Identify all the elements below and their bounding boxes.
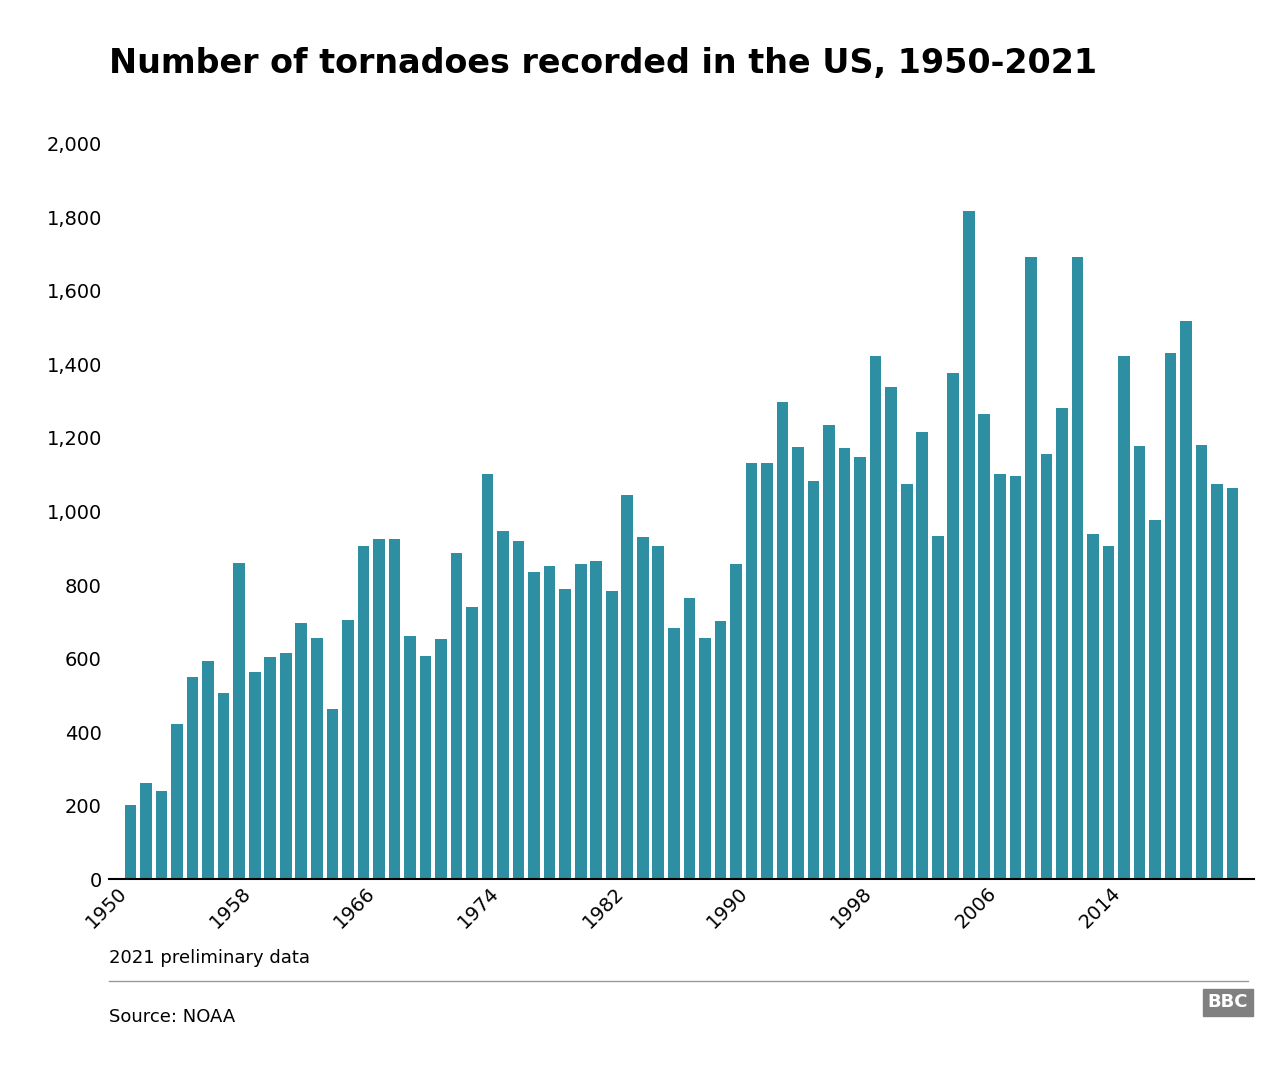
Bar — [978, 414, 991, 879]
Bar — [1134, 446, 1146, 879]
Bar — [202, 661, 214, 879]
Bar — [1041, 455, 1052, 879]
Bar — [1211, 483, 1222, 879]
Bar — [280, 653, 292, 879]
Bar — [668, 627, 680, 879]
Bar — [559, 589, 571, 879]
Bar — [870, 356, 882, 879]
Bar — [622, 494, 634, 879]
Bar — [1056, 407, 1068, 879]
Bar — [420, 656, 431, 879]
Bar — [653, 546, 664, 879]
Bar — [684, 598, 695, 879]
Bar — [777, 402, 788, 879]
Bar — [451, 553, 462, 879]
Bar — [389, 539, 401, 879]
Bar — [529, 572, 540, 879]
Bar — [762, 463, 773, 879]
Bar — [1196, 445, 1207, 879]
Bar — [1226, 488, 1239, 879]
Bar — [1087, 534, 1098, 879]
Bar — [1149, 520, 1161, 879]
Bar — [265, 657, 276, 879]
Bar — [1071, 257, 1083, 879]
Bar — [372, 539, 385, 879]
Bar — [838, 448, 850, 879]
Bar — [172, 724, 183, 879]
Bar — [466, 607, 477, 879]
Bar — [326, 709, 338, 879]
Bar — [1119, 356, 1130, 879]
Bar — [916, 432, 928, 879]
Bar — [730, 565, 741, 879]
Bar — [1010, 476, 1021, 879]
Bar — [1102, 546, 1115, 879]
Bar — [404, 637, 416, 879]
Bar — [746, 463, 758, 879]
Text: 2021 preliminary data: 2021 preliminary data — [109, 949, 310, 967]
Bar — [699, 638, 710, 879]
Bar — [357, 546, 369, 879]
Bar — [513, 541, 525, 879]
Text: BBC: BBC — [1207, 994, 1248, 1011]
Bar — [995, 474, 1006, 879]
Bar — [901, 483, 913, 879]
Bar — [497, 531, 509, 879]
Bar — [963, 211, 974, 879]
Bar — [854, 457, 867, 879]
Bar — [435, 639, 447, 879]
Bar — [808, 481, 819, 879]
Bar — [342, 621, 353, 879]
Bar — [481, 474, 493, 879]
Bar — [1180, 322, 1192, 879]
Bar — [575, 564, 586, 879]
Bar — [141, 784, 152, 879]
Bar — [605, 592, 617, 879]
Bar — [544, 566, 556, 879]
Text: Source: NOAA: Source: NOAA — [109, 1008, 236, 1026]
Bar — [590, 561, 602, 879]
Bar — [156, 791, 168, 879]
Bar — [932, 536, 943, 879]
Bar — [233, 563, 244, 879]
Bar — [124, 805, 137, 879]
Bar — [296, 623, 307, 879]
Bar — [792, 447, 804, 879]
Bar — [637, 537, 649, 879]
Bar — [823, 426, 835, 879]
Bar — [311, 638, 323, 879]
Bar — [218, 694, 229, 879]
Text: Number of tornadoes recorded in the US, 1950-2021: Number of tornadoes recorded in the US, … — [109, 47, 1097, 80]
Bar — [714, 621, 726, 879]
Bar — [187, 676, 198, 879]
Bar — [1165, 354, 1176, 879]
Bar — [1025, 257, 1037, 879]
Bar — [248, 672, 261, 879]
Bar — [886, 387, 897, 879]
Bar — [947, 373, 959, 879]
